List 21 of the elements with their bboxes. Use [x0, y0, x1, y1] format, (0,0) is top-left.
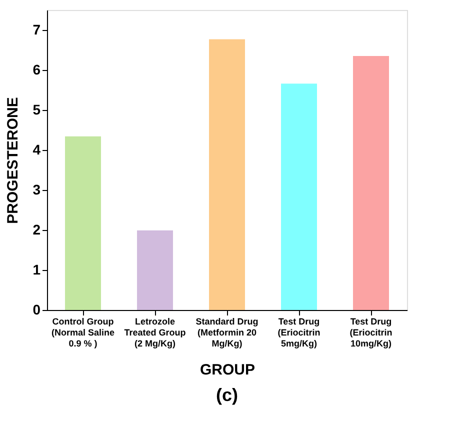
- y-tick-label: 0: [32, 302, 41, 318]
- y-axis-title: PROGESTERONE: [4, 97, 22, 224]
- x-tick-label: Control Group (Normal Saline 0.9 % ): [51, 316, 115, 348]
- bar: [353, 56, 389, 310]
- bar: [209, 39, 245, 310]
- y-tick-label: 5: [32, 102, 41, 118]
- x-axis-title: GROUP: [200, 362, 256, 378]
- y-tick-label: 7: [32, 22, 41, 38]
- x-tick-label: Standard Drug (Metformin 20 Mg/Kg): [196, 316, 258, 348]
- y-tick-label: 3: [32, 182, 41, 198]
- bar: [137, 230, 173, 310]
- bar: [281, 84, 317, 310]
- x-tick-label: Letrozole Treated Group (2 Mg/Kg): [124, 316, 186, 348]
- x-tick-label: Test Drug (Eriocitrin 5mg/Kg): [278, 316, 320, 348]
- y-tick-label: 4: [32, 142, 41, 158]
- x-tick-label: Test Drug (Eriocitrin 10mg/Kg): [350, 316, 392, 348]
- bar: [65, 136, 101, 310]
- text: (c): [216, 385, 238, 405]
- y-tick-label: 2: [32, 222, 41, 238]
- y-tick-label: 6: [32, 62, 41, 78]
- y-tick-label: 1: [32, 262, 41, 278]
